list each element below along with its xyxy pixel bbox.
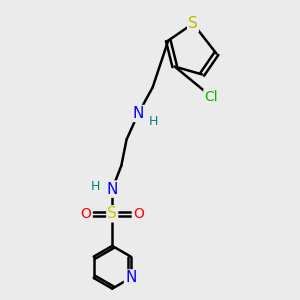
Text: S: S: [107, 206, 117, 221]
Text: N: N: [133, 106, 144, 121]
Text: N: N: [106, 182, 118, 196]
Text: H: H: [149, 115, 159, 128]
Text: Cl: Cl: [204, 90, 218, 104]
Text: H: H: [91, 180, 100, 193]
Text: O: O: [81, 207, 92, 221]
Text: O: O: [133, 207, 144, 221]
Text: N: N: [125, 270, 136, 285]
Text: S: S: [188, 16, 198, 31]
